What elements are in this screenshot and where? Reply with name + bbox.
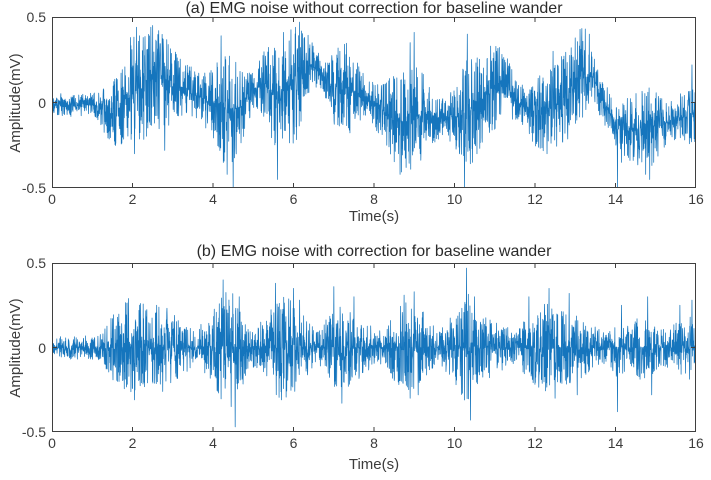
x-tick-label: 4 — [209, 191, 217, 207]
x-tick-label: 16 — [688, 191, 704, 207]
x-tick-label: 6 — [289, 191, 298, 207]
y-tick-label: -0.5 — [21, 424, 46, 440]
y-tick-label: 0.5 — [26, 255, 46, 271]
x-tick-label: 12 — [527, 191, 543, 207]
subplot-a-waveform-plot — [52, 17, 696, 188]
emg-signal-trace-a — [52, 21, 696, 188]
x-tick-label: 2 — [128, 191, 137, 207]
x-tick-label: 14 — [607, 191, 624, 207]
subplot-b-xlabel: Time(s) — [348, 456, 400, 473]
x-tick-label: 8 — [370, 435, 378, 451]
x-tick-label: 12 — [527, 435, 543, 451]
emg-signal-trace-b — [52, 267, 696, 428]
x-tick-label: 16 — [688, 435, 704, 451]
x-tick-label: 0 — [48, 435, 56, 451]
x-tick-label: 8 — [370, 191, 378, 207]
y-tick-label: -0.5 — [21, 180, 46, 196]
x-tick-label: 6 — [289, 435, 298, 451]
x-tick-label: 10 — [446, 191, 463, 207]
x-tick-label: 0 — [48, 191, 56, 207]
subplot-a-title: (a) EMG noise without correction for bas… — [185, 0, 563, 17]
subplot-b-waveform-plot — [52, 263, 696, 432]
x-tick-label: 2 — [128, 435, 137, 451]
y-tick-label: 0 — [38, 339, 46, 356]
y-tick-label: 0 — [38, 94, 46, 111]
x-tick-label: 4 — [209, 435, 217, 451]
subplot-a-xlabel: Time(s) — [348, 208, 400, 225]
y-tick-label: 0.5 — [26, 9, 46, 25]
subplot-b-title: (b) EMG noise with correction for baseli… — [196, 243, 552, 260]
x-tick-label: 10 — [446, 435, 463, 451]
x-tick-label: 14 — [607, 435, 624, 451]
